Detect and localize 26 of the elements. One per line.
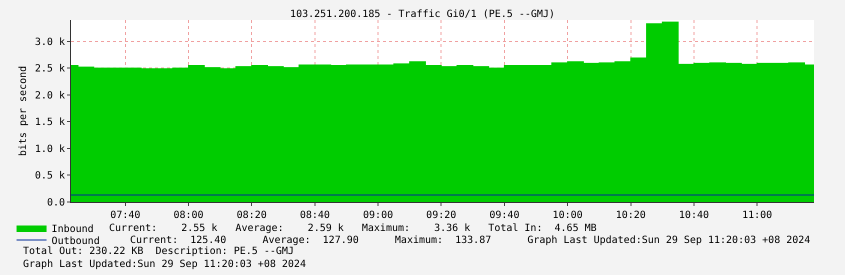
x-tick-label: 07:40	[110, 210, 140, 221]
x-tick-label: 11:00	[742, 210, 772, 221]
x-tick-label: 10:20	[616, 210, 646, 221]
y-axis-title: bits per second	[18, 66, 29, 156]
x-tick-label: 09:20	[426, 210, 456, 221]
x-tick-label: 08:00	[173, 210, 204, 221]
y-tick-label: 1.5 k	[34, 117, 65, 128]
y-tick-label: 2.0 k	[34, 90, 65, 102]
text: Total Out: 230.22 KB Description: PE.5 --GMJ	[23, 246, 294, 257]
y-tick-label: 0.5 k	[34, 170, 65, 182]
y-tick-label: 2.5 k	[34, 64, 65, 75]
x-tick-label: 09:00	[363, 210, 394, 221]
y-tick-label: 0.0	[46, 198, 65, 208]
y-tick-label: 3.0 k	[34, 36, 65, 48]
y-tick-label: 1.0 k	[34, 144, 65, 155]
text: Current: 125.40 Average: 127.90 Maximum: 133.87 Graph Last Updated:Sun 29 Sep 11:20:03 +08 2024	[130, 235, 810, 246]
x-tick-label: 10:00	[552, 210, 583, 221]
x-tick-label: 08:20	[236, 210, 267, 221]
text: Graph Last Updated:Sun 29 Sep 11:20:03 +08 2024	[23, 259, 306, 270]
x-tick-label: 09:40	[489, 210, 520, 221]
x-tick-label: 10:40	[678, 210, 710, 221]
x-tick-label: 08:40	[300, 210, 330, 221]
legend-label: Inbound	[52, 224, 94, 235]
text: Current: 2.55 k Average: 2.59 k Maximum: 3.36 k Total In: 4.65 MB	[109, 223, 597, 234]
legend-label: Outbound	[52, 236, 100, 247]
chart-title: 103.251.200.185 - Traffic Gi0/1 (PE.5 --GMJ)	[290, 9, 555, 20]
